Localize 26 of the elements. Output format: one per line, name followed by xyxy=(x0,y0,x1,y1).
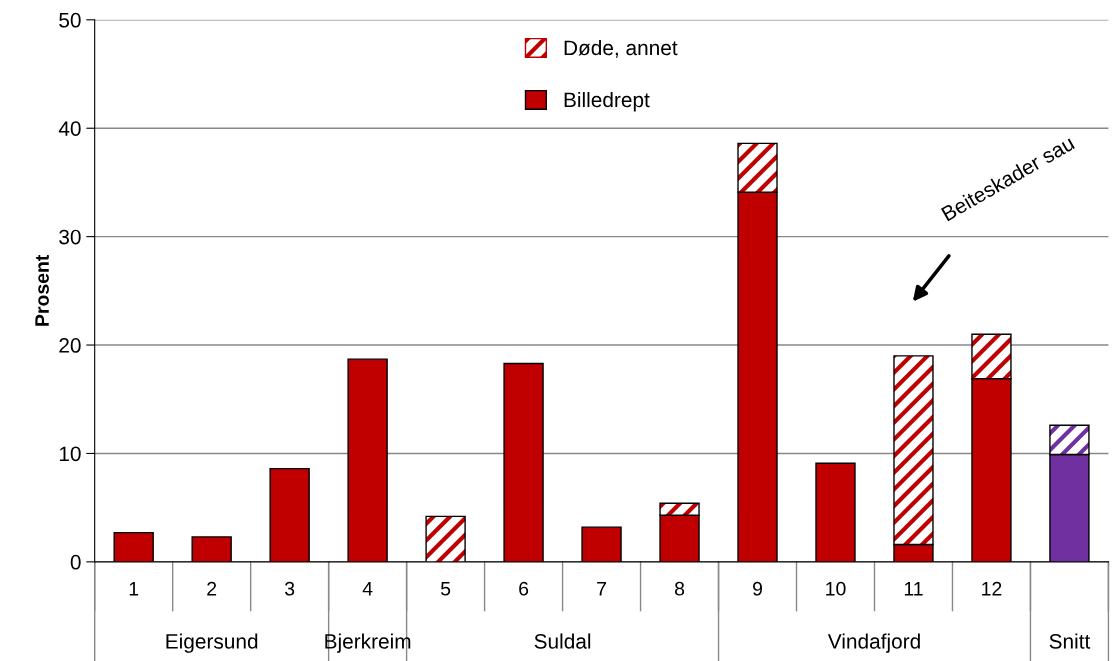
text: Bjerkreim xyxy=(325,633,411,653)
x-tick-label: 4 xyxy=(362,582,373,596)
legend-label: Døde, annet xyxy=(564,39,678,58)
x-tick-label: 10 xyxy=(826,581,846,596)
legend-label: Billedrept xyxy=(564,91,650,112)
x-tick-label: 9 xyxy=(753,581,763,596)
x-tick-label: 6 xyxy=(519,581,529,596)
x-tick-label: 2 xyxy=(207,581,217,596)
y-tick-label: 50 xyxy=(59,12,81,28)
text: Snitt xyxy=(1049,633,1091,649)
y-axis-title: Prosent xyxy=(35,254,49,326)
text: Vindafjord xyxy=(827,633,920,653)
x-tick-label: 11 xyxy=(904,582,923,596)
x-tick-label: 5 xyxy=(440,582,451,596)
y-tick-label: 10 xyxy=(59,446,81,462)
y-tick-label: 40 xyxy=(58,121,81,136)
y-tick-label: 30 xyxy=(59,229,81,245)
x-tick-label: 7 xyxy=(597,582,606,596)
y-tick-label: 20 xyxy=(59,338,81,353)
text: Eigersund xyxy=(166,633,258,653)
text: Suldal xyxy=(534,633,591,649)
y-tick-label: 0 xyxy=(70,554,81,570)
x-tick-label: 1 xyxy=(129,582,139,596)
x-tick-label: 3 xyxy=(284,581,295,596)
x-tick-label: 8 xyxy=(674,581,685,596)
x-tick-label: 12 xyxy=(982,581,1002,596)
